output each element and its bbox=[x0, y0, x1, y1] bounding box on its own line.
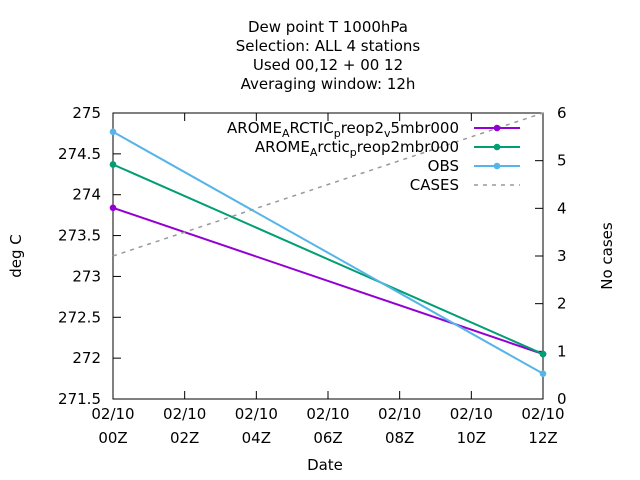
data-point bbox=[109, 161, 117, 168]
data-point bbox=[539, 350, 547, 358]
y2-tick-label: 5 bbox=[557, 152, 567, 170]
x-tick-label: 06Z bbox=[313, 429, 342, 447]
legend: AROMEARCTICpreop2v5mbr000AROMEArcticpreo… bbox=[227, 119, 520, 194]
y-tick-label: 272 bbox=[72, 349, 101, 367]
y-tick-label: 274 bbox=[72, 186, 101, 204]
title-line: Dew point T 1000hPa bbox=[248, 18, 408, 36]
x-tick-label: 08Z bbox=[385, 429, 414, 447]
legend-marker bbox=[493, 124, 501, 132]
series-line bbox=[112, 206, 544, 356]
legend-label-part: p bbox=[334, 127, 341, 140]
x-tick-label: 02/10 bbox=[163, 405, 206, 423]
title-line: Averaging window: 12h bbox=[241, 75, 416, 93]
x-tick-label: 02/10 bbox=[521, 405, 564, 423]
y2-axis-label: No cases bbox=[598, 222, 616, 290]
axis-ticks: 271.5 272 272.5 273 273.5 274 274.5 275 0 1 2 3 4 5 6 0… bbox=[58, 104, 567, 447]
legend-label-part: CASES bbox=[410, 176, 459, 194]
series-line bbox=[112, 130, 544, 375]
y-tick-label: 273 bbox=[72, 267, 101, 285]
legend-label-part: v bbox=[384, 127, 391, 140]
y-tick-label: 274.5 bbox=[58, 145, 101, 163]
legend-label-part: A bbox=[282, 127, 290, 140]
x-tick-label: 02/10 bbox=[306, 405, 349, 423]
legend-marker bbox=[493, 143, 501, 151]
y2-tick-label: 4 bbox=[557, 199, 567, 217]
x-tick-label: 02/10 bbox=[91, 405, 134, 423]
x-tick-label: 00Z bbox=[98, 429, 127, 447]
y-axis-label: deg C bbox=[7, 234, 25, 278]
x-tick-label: 02/10 bbox=[378, 405, 421, 423]
series-group bbox=[109, 112, 547, 377]
series-line bbox=[112, 112, 544, 257]
legend-marker bbox=[493, 162, 501, 170]
legend-label: AROMEArcticpreop2mbr000 bbox=[255, 138, 459, 159]
plot-frame bbox=[112, 112, 544, 400]
legend-label-part: reop2 bbox=[341, 119, 384, 137]
legend-label-part: OBS bbox=[428, 157, 459, 175]
y2-tick-label: 6 bbox=[557, 104, 567, 122]
legend-label-part: AROME bbox=[227, 119, 282, 137]
x-tick-label: 10Z bbox=[457, 429, 486, 447]
series-line bbox=[112, 163, 544, 355]
legend-label-part: A bbox=[310, 146, 318, 159]
y2-tick-label: 1 bbox=[557, 342, 567, 360]
legend-label-part: rctic bbox=[317, 138, 349, 156]
x-tick-label: 02/10 bbox=[450, 405, 493, 423]
legend-label-part: RCTIC bbox=[289, 119, 333, 137]
legend-label-part: 5mbr000 bbox=[391, 119, 459, 137]
x-tick-label: 02/10 bbox=[235, 405, 278, 423]
data-point bbox=[539, 370, 547, 377]
legend-label: OBS bbox=[428, 157, 459, 175]
y2-tick-label: 3 bbox=[557, 247, 567, 265]
data-point bbox=[109, 204, 117, 212]
y-tick-label: 271.5 bbox=[58, 390, 101, 408]
y2-tick-label: 0 bbox=[557, 390, 567, 408]
data-point bbox=[109, 128, 117, 136]
legend-label-part: reop2mbr000 bbox=[357, 138, 459, 156]
x-tick-label: 12Z bbox=[528, 429, 557, 447]
x-tick-label: 04Z bbox=[242, 429, 271, 447]
x-tick-label: 02Z bbox=[170, 429, 199, 447]
y-tick-label: 273.5 bbox=[58, 227, 101, 245]
y-tick-label: 275 bbox=[72, 104, 101, 122]
y-tick-label: 272.5 bbox=[58, 308, 101, 326]
title-line: Used 00,12 + 00 12 bbox=[253, 56, 403, 74]
legend-label: CASES bbox=[410, 176, 459, 194]
title-line: Selection: ALL 4 stations bbox=[236, 37, 421, 55]
legend-label: AROMEARCTICpreop2v5mbr000 bbox=[227, 119, 459, 140]
legend-label-part: p bbox=[350, 146, 357, 159]
legend-label-part: AROME bbox=[255, 138, 310, 156]
x-axis-label: Date bbox=[307, 456, 343, 474]
y2-tick-label: 2 bbox=[557, 295, 567, 313]
